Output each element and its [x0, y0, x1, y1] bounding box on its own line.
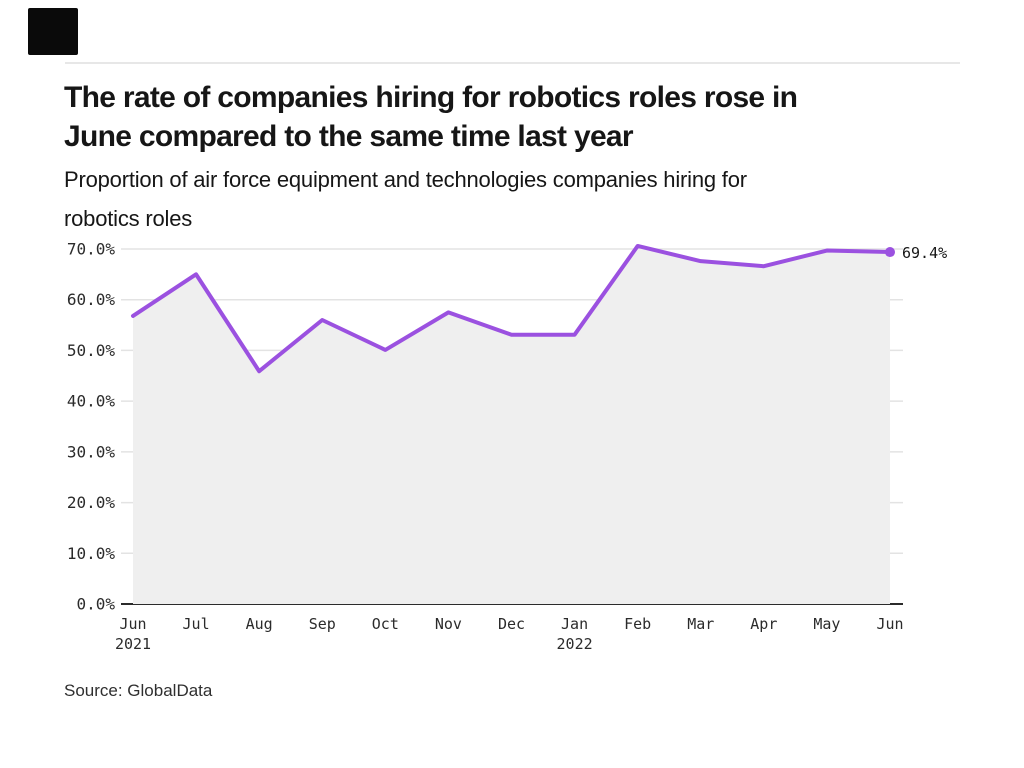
page-title-line2: June compared to the same time last year: [64, 120, 634, 153]
x-axis-tick-label: May: [813, 615, 840, 633]
source-attribution: Source: GlobalData: [64, 681, 213, 700]
data-line: [131, 243, 892, 374]
y-axis-tick-label: 60.0%: [67, 290, 116, 309]
area-fill: [133, 245, 890, 604]
x-axis-year-label: 2021: [115, 635, 151, 653]
page-title-line1: The rate of companies hiring for robotic…: [64, 81, 798, 114]
x-axis-tick-label: Apr: [750, 615, 777, 633]
end-value-label: 69.4%: [902, 244, 947, 262]
end-point-dot: [885, 247, 895, 258]
y-axis-tick-label: 20.0%: [67, 493, 116, 512]
x-axis-year-label: 2022: [557, 635, 593, 653]
y-axis-tick-label: 70.0%: [67, 240, 116, 259]
page-title: The rate of companies hiring for robotic…: [64, 78, 964, 156]
y-axis-tick-label: 40.0%: [67, 392, 116, 411]
x-axis-tick-label: Dec: [498, 615, 525, 633]
x-axis-tick-label: Feb: [624, 615, 651, 633]
page-subtitle: Proportion of air force equipment and te…: [64, 160, 964, 238]
header-divider: [65, 62, 960, 64]
y-axis-tick-label: 30.0%: [67, 442, 116, 461]
x-axis-tick-label: Jul: [183, 615, 210, 633]
x-axis-tick-label: Jan: [561, 615, 588, 633]
x-axis-tick-label: Jun: [876, 615, 903, 633]
y-axis-tick-label: 10.0%: [67, 544, 116, 563]
x-axis-tick-label: Aug: [246, 615, 273, 633]
y-axis-tick-label: 0.0%: [76, 595, 115, 614]
x-axis-tick-label: Mar: [687, 615, 714, 633]
page-subtitle-line2: robotics roles: [64, 206, 193, 231]
x-axis-tick-label: Sep: [309, 615, 336, 633]
y-axis-tick-label: 50.0%: [67, 341, 116, 360]
x-axis-tick-label: Nov: [435, 615, 462, 633]
brand-logo-square: [28, 8, 78, 55]
page-subtitle-line1: Proportion of air force equipment and te…: [64, 167, 747, 192]
x-axis-tick-label: Jun: [119, 615, 146, 633]
x-axis-tick-label: Oct: [372, 615, 399, 633]
